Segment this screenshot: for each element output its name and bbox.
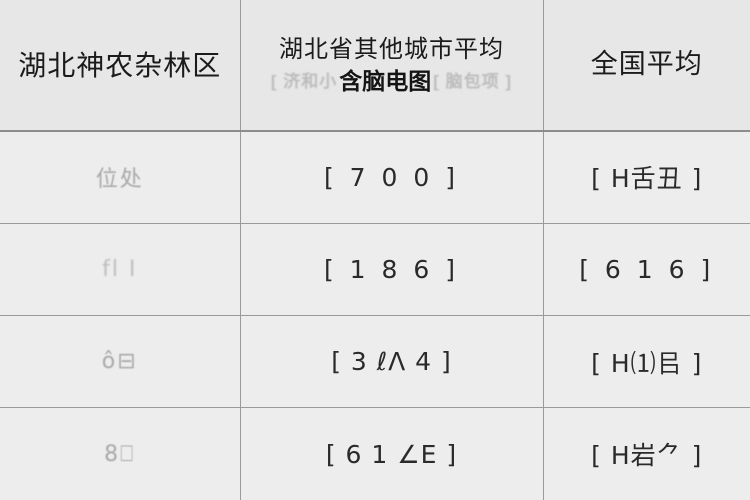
row-label-text: 8⎕ — [104, 441, 136, 467]
table-body: 位处 [ 7 0 0 ] [ H舌丑 ] fl I [ 1 8 6 ] [ 6 … — [0, 130, 750, 500]
row-value-national-avg: [ H舌丑 ] — [542, 130, 750, 224]
table-row: 位处 [ 7 0 0 ] [ H舌丑 ] — [0, 130, 750, 224]
column-header-national-avg: 全国平均 — [542, 0, 750, 132]
row-value-national-avg: [ 6 1 6 ] — [542, 222, 750, 317]
table-header: 湖北神农杂林区 湖北省其他城市平均 [ 济和小 含脑电图 [ 脑包项 ] 全国平… — [0, 0, 750, 132]
column-header-hubei-other-avg: 湖北省其他城市平均 [ 济和小 含脑电图 [ 脑包项 ] — [239, 0, 544, 132]
row-value-hubei-other-avg: [ 7 0 0 ] — [239, 130, 544, 224]
ghost-text-left: [ 济和小 — [270, 71, 338, 91]
row-value-text: [ 7 0 0 ] — [323, 162, 459, 192]
row-label-cell: 位处 — [0, 130, 241, 224]
header-row: 湖北神农杂林区 湖北省其他城市平均 [ 济和小 含脑电图 [ 脑包项 ] 全国平… — [0, 0, 750, 132]
row-value-text: [ 1 8 6 ] — [323, 254, 459, 284]
row-label-text: fl I — [102, 256, 138, 282]
row-value-national-avg: [ H岩⺈ ] — [542, 407, 750, 500]
row-label-cell: ô⊟ — [0, 314, 241, 409]
row-value-text: [ 6 1 6 ] — [579, 254, 715, 284]
subtitle-eeg-note: 含脑电图 — [339, 68, 432, 95]
row-label-cell: fl I — [0, 222, 241, 317]
table-row: ô⊟ [ 3 ℓΛ 4 ] [ H⑴㠯 ] — [0, 314, 750, 409]
row-value-text: [ H岩⺈ ] — [591, 441, 703, 471]
column-header-hubei-other-avg-title: 湖北省其他城市平均 — [279, 36, 504, 64]
row-label-text: ô⊟ — [101, 349, 138, 375]
column-header-region: 湖北神农杂林区 — [0, 0, 241, 132]
row-value-text: [ H⑴㠯 ] — [591, 348, 703, 378]
row-label-text: 位处 — [95, 167, 144, 193]
table-row: 8⎕ [ 6 1 ∠E ] [ H岩⺈ ] — [0, 407, 750, 500]
row-value-hubei-other-avg: [ 6 1 ∠E ] — [239, 407, 544, 500]
table-row: fl I [ 1 8 6 ] [ 6 1 6 ] — [0, 222, 750, 317]
column-header-hubei-other-avg-subtitle: [ 济和小 含脑电图 [ 脑包项 ] — [241, 68, 543, 95]
column-header-region-title: 湖北神农杂林区 — [18, 49, 222, 81]
ghost-text-right: [ 脑包项 ] — [433, 71, 513, 91]
row-value-national-avg: [ H⑴㠯 ] — [542, 314, 750, 409]
row-label-cell: 8⎕ — [0, 407, 241, 500]
row-value-hubei-other-avg: [ 1 8 6 ] — [239, 222, 544, 317]
column-header-national-avg-title: 全国平均 — [590, 49, 703, 80]
row-value-text: [ H舌丑 ] — [591, 164, 703, 194]
row-value-hubei-other-avg: [ 3 ℓΛ 4 ] — [239, 314, 544, 409]
row-value-text: [ 3 ℓΛ 4 ] — [331, 347, 452, 377]
row-value-text: [ 6 1 ∠E ] — [325, 439, 458, 469]
